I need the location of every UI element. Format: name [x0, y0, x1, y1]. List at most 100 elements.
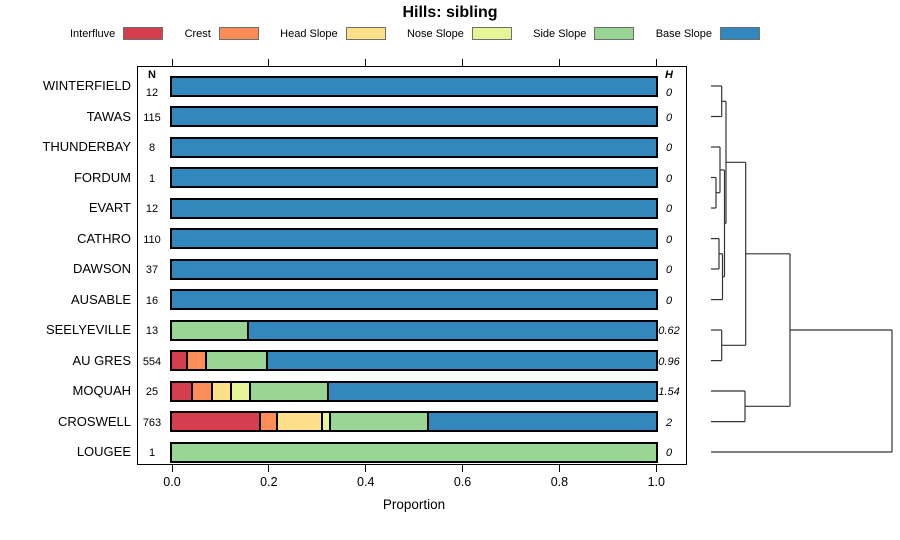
bottom-axis-tick	[558, 465, 560, 472]
n-value: 16	[145, 294, 159, 307]
row-label-dawson: DAWSON	[72, 261, 131, 276]
stacked-bar-tawas	[170, 106, 659, 127]
bar-segment-base-slope	[172, 230, 657, 247]
x-tick-label: 0.6	[453, 475, 472, 489]
n-value: 12	[145, 87, 159, 99]
bar-segment-base-slope	[172, 291, 657, 308]
n-value: 25	[145, 386, 159, 398]
chart-title: Hills: sibling	[402, 4, 498, 21]
bar-segment-nose-slope	[230, 382, 250, 400]
n-value: 37	[145, 264, 159, 276]
plot-area-border	[137, 66, 687, 465]
legend-label: Base Slope	[655, 27, 712, 40]
stacked-bar-dawson	[170, 258, 659, 280]
n-value: 110	[143, 233, 161, 246]
h-value: 0	[665, 447, 673, 459]
x-tick-label: 0.8	[550, 475, 569, 489]
n-value: 8	[148, 142, 156, 154]
n-value: 13	[145, 325, 159, 337]
row-label-thunderbay: THUNDERBAY	[42, 139, 131, 154]
legend-item-crest: Crest	[185, 27, 259, 40]
legend-label: Nose Slope	[406, 27, 464, 40]
legend-label: Interfluve	[70, 27, 116, 40]
bar-segment-nose-slope	[321, 413, 329, 430]
h-value: 0	[665, 294, 673, 307]
h-column-header: H	[665, 69, 673, 81]
bottom-axis-tick	[462, 465, 464, 472]
bar-segment-side-slope	[328, 413, 427, 430]
bottom-axis-tick	[655, 465, 657, 472]
n-value: 554	[142, 355, 162, 368]
bar-segment-base-slope	[426, 413, 657, 430]
row-label-winterfield: WINTERFIELD	[42, 78, 131, 93]
bar-segment-crest	[186, 352, 205, 369]
n-value: 12	[145, 203, 159, 215]
bar-segment-base-slope	[172, 108, 657, 125]
top-axis-tick	[365, 59, 367, 66]
bar-segment-side-slope	[204, 352, 267, 369]
row-label-au-gres: AU GRES	[72, 352, 131, 368]
bottom-axis-tick	[268, 465, 270, 472]
h-value: 0	[665, 111, 673, 124]
x-tick-label: 1.0	[647, 475, 665, 489]
legend-item-base-slope: Base Slope	[656, 27, 760, 40]
bar-segment-side-slope	[172, 321, 247, 339]
top-axis-tick	[171, 59, 173, 66]
bar-segment-interfluve	[172, 413, 259, 430]
row-label-seelyeville: SEELYEVILLE	[45, 322, 131, 337]
bar-segment-base-slope	[172, 138, 657, 156]
x-tick-label: 0.2	[260, 475, 278, 489]
legend-swatch	[719, 27, 760, 40]
legend-label: Crest	[184, 27, 211, 40]
bar-segment-crest	[258, 413, 276, 430]
h-value: 1.54	[658, 386, 680, 398]
h-value: 0	[665, 172, 673, 185]
h-value: 0	[665, 87, 673, 99]
stacked-bar-ausable	[170, 289, 659, 310]
bar-segment-base-slope	[172, 260, 657, 278]
bar-segment-interfluve	[172, 352, 187, 369]
stacked-bar-thunderbay	[170, 136, 659, 158]
legend: Interfluve Crest Head Slope Nose Slope Side …	[70, 25, 760, 42]
h-value: 0	[665, 233, 673, 246]
legend-label: Side Slope	[533, 27, 587, 40]
bar-segment-side-slope	[249, 382, 327, 400]
bar-segment-side-slope	[172, 443, 657, 461]
stacked-bar-au-gres	[170, 350, 659, 371]
bar-segment-base-slope	[172, 77, 657, 95]
bar-segment-base-slope	[172, 199, 657, 217]
n-value: 115	[143, 111, 161, 124]
n-value: 1	[148, 172, 156, 185]
n-column-header: N	[148, 69, 156, 81]
bar-segment-head-slope	[210, 382, 231, 400]
row-label-croswell: CROSWELL	[58, 413, 131, 429]
stacked-bar-evart	[170, 197, 659, 219]
bottom-axis-tick	[365, 465, 367, 472]
legend-item-side-slope: Side Slope	[533, 27, 635, 40]
stacked-bar-moquah	[170, 380, 659, 402]
row-label-ausable: AUSABLE	[71, 291, 131, 307]
h-value: 0.62	[658, 325, 680, 337]
x-axis-title: Proportion	[382, 497, 446, 512]
bar-segment-interfluve	[172, 382, 192, 400]
h-value: 0	[665, 142, 673, 154]
stacked-bar-fordum	[170, 167, 659, 188]
legend-swatch	[218, 27, 259, 40]
row-label-evart: EVART	[88, 200, 131, 215]
legend-item-nose-slope: Nose Slope	[407, 27, 512, 40]
n-value: 1	[148, 447, 156, 459]
stacked-bar-croswell	[170, 411, 659, 432]
dendrogram	[711, 85, 893, 453]
h-value: 0.96	[658, 355, 680, 368]
row-label-tawas: TAWAS	[86, 108, 131, 124]
bar-segment-base-slope	[266, 352, 657, 369]
stacked-bar-winterfield	[170, 75, 659, 97]
stacked-bar-seelyeville	[170, 319, 659, 341]
legend-label: Head Slope	[280, 27, 338, 40]
bottom-axis-tick	[171, 465, 173, 472]
row-label-cathro: CATHRO	[77, 230, 131, 246]
h-value: 0	[665, 264, 673, 276]
bar-segment-head-slope	[275, 413, 322, 430]
